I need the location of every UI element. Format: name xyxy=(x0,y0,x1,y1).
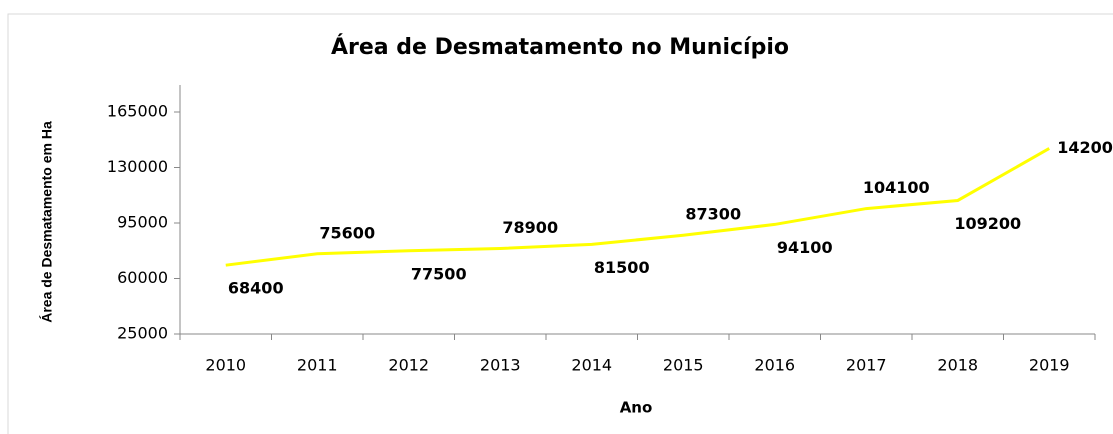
data-label: 77500 xyxy=(411,264,467,283)
x-tick-label: 2010 xyxy=(205,356,246,375)
line xyxy=(225,147,1050,267)
chart-title: Área de Desmatamento no Município xyxy=(331,34,789,60)
x-tick-label: 2017 xyxy=(846,356,887,375)
data-label: 94100 xyxy=(777,238,833,257)
chart-border xyxy=(7,13,1113,434)
x-tick-label: 2015 xyxy=(663,356,704,375)
data-label: 81500 xyxy=(594,258,650,277)
x-tick-label: 2014 xyxy=(571,356,612,375)
x-tick-label: 2011 xyxy=(297,356,338,375)
data-label: 78900 xyxy=(502,218,558,237)
x-tick-label: 2018 xyxy=(937,356,978,375)
data-label: 75600 xyxy=(319,223,375,242)
y-axis-label: Área de Desmatamento em Ha xyxy=(39,121,55,323)
x-tick-label: 2013 xyxy=(480,356,521,375)
y-tick-label: 130000 xyxy=(107,157,168,176)
x-tick-label: 2019 xyxy=(1029,356,1070,375)
y-tick-label: 25000 xyxy=(117,324,168,343)
data-label: 104100 xyxy=(863,178,930,197)
y-tick-label: 165000 xyxy=(107,102,168,121)
y-tick-label: 60000 xyxy=(117,268,168,287)
data-label: 87300 xyxy=(685,205,741,224)
y-tick-label: 95000 xyxy=(117,213,168,232)
data-label: 109200 xyxy=(954,214,1021,233)
x-axis-label: Ano xyxy=(620,399,653,417)
x-tick-label: 2016 xyxy=(754,356,795,375)
data-label: 68400 xyxy=(228,279,284,298)
x-tick-label: 2012 xyxy=(388,356,429,375)
data-label: 142000 xyxy=(1057,138,1113,157)
